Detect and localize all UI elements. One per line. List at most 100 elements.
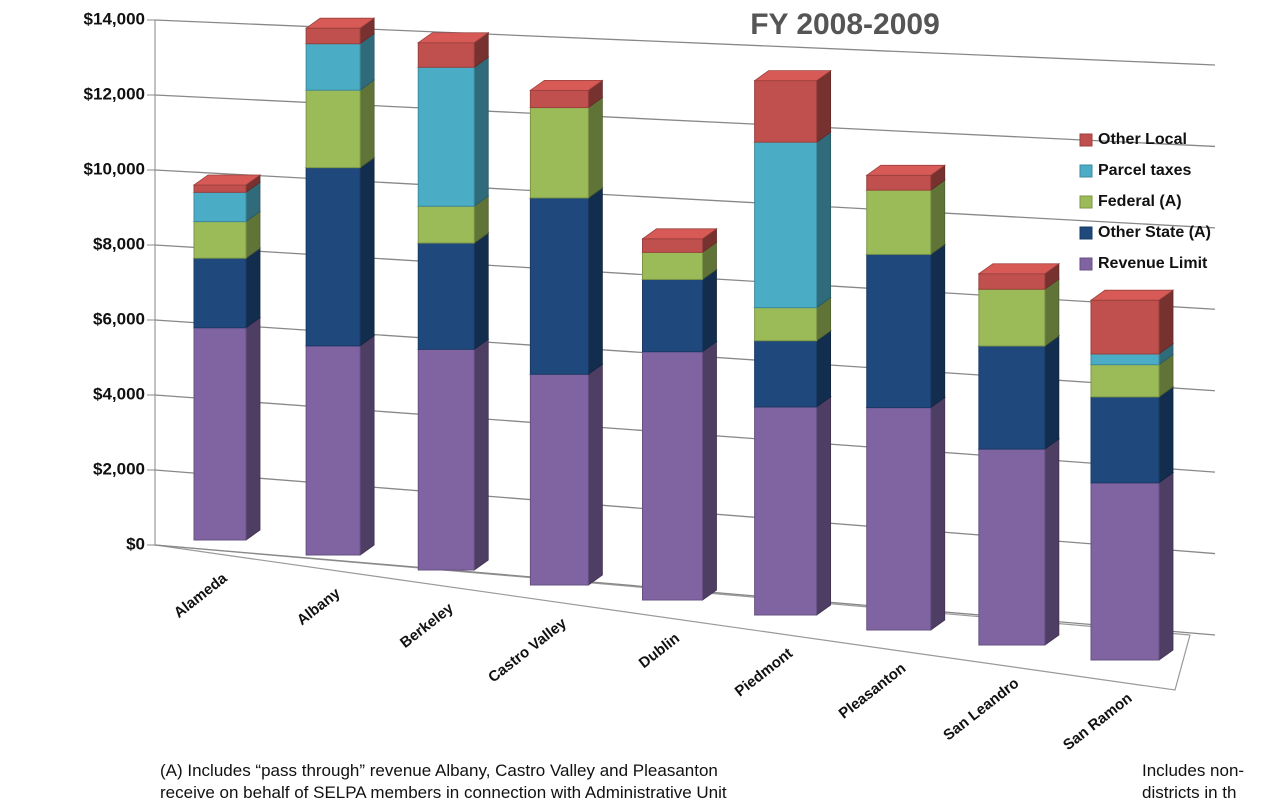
x-tick-label: Albany: [294, 584, 344, 629]
bar-side: [702, 268, 717, 353]
bar-top: [529, 79, 604, 91]
y-tick-label: $2,000: [93, 459, 145, 478]
bar-side: [359, 79, 375, 169]
y-tick-label: $10,000: [84, 159, 145, 178]
bar-side: [473, 232, 489, 351]
bar-side: [1044, 278, 1060, 347]
bar-segment: [866, 253, 932, 409]
y-tick-label: $0: [126, 534, 145, 553]
bar-segment: [529, 373, 589, 586]
chart-title: FY 2008-2009: [750, 8, 940, 41]
x-tick-label: Alameda: [171, 569, 231, 621]
bar-segment: [305, 167, 361, 347]
bar-top: [641, 228, 718, 240]
bar-segment: [1090, 396, 1160, 484]
bar-top: [753, 70, 832, 82]
bar-side: [1158, 289, 1174, 355]
bar-side: [245, 316, 261, 541]
x-tick-label: Piedmont: [732, 645, 796, 700]
bar-segment: [866, 174, 932, 191]
bar-segment: [642, 351, 703, 601]
x-tick-label: Castro Valley: [485, 614, 570, 686]
bar-segment: [193, 327, 247, 541]
bar-segment: [193, 221, 247, 259]
bar-side: [587, 187, 603, 376]
bar-side: [930, 179, 946, 256]
y-tick-label: $6,000: [93, 309, 145, 328]
bar-segment: [642, 278, 703, 353]
x-tick-label: Berkeley: [397, 599, 457, 651]
bar-top: [417, 32, 490, 44]
bar-top: [192, 174, 262, 186]
bar-segment: [193, 184, 247, 193]
bar-segment: [417, 348, 475, 571]
legend-swatch: [1079, 164, 1093, 178]
bar-side: [587, 363, 603, 586]
bar-segment: [305, 43, 361, 91]
bar-segment: [754, 141, 818, 309]
bar-segment: [305, 345, 361, 556]
footnote: Includes non-: [1142, 761, 1244, 780]
x-tick-label: San Ramon: [1060, 690, 1135, 754]
bar-segment: [642, 238, 703, 253]
bar-segment: [529, 197, 589, 375]
bar-side: [702, 340, 717, 601]
bar-side: [473, 338, 489, 571]
bar-side: [587, 96, 603, 199]
bar-segment: [417, 242, 475, 350]
bar-side: [930, 396, 946, 631]
bar-segment: [754, 340, 818, 408]
y-tick-label: $4,000: [93, 384, 145, 403]
bar-side: [359, 335, 375, 556]
bar-segment: [417, 205, 475, 244]
x-tick-label: Pleasanton: [836, 660, 910, 723]
bar-segment: [417, 42, 475, 68]
wall-frame: [154, 20, 1191, 691]
bar-side: [816, 329, 832, 408]
bar-segment: [417, 66, 475, 207]
bar-segment: [754, 307, 818, 342]
bar-side: [816, 69, 832, 143]
bar-segment: [754, 406, 818, 616]
legend-swatch: [1079, 226, 1093, 240]
bar-segment: [866, 407, 932, 631]
x-tick-label: Dublin: [636, 630, 683, 672]
bar-side: [1158, 386, 1174, 484]
bar-side: [930, 243, 946, 409]
bar-top: [304, 17, 376, 29]
bar-side: [816, 131, 832, 309]
bar-side: [1044, 438, 1060, 646]
bar-segment: [305, 27, 361, 45]
bar-top: [977, 263, 1061, 275]
bar-segment: [1090, 364, 1160, 398]
bar-segment: [978, 288, 1046, 347]
y-tick-label: $12,000: [84, 84, 145, 103]
legend-label: Revenue Limit: [1098, 255, 1208, 272]
bar-segment: [866, 189, 932, 255]
x-tick-label: San Leandro: [940, 675, 1022, 744]
bar-segment: [1090, 353, 1160, 366]
bar-side: [245, 247, 261, 329]
bar-segment: [305, 89, 361, 169]
bar-segment: [978, 345, 1046, 450]
legend-swatch: [1079, 257, 1093, 271]
bar-segment: [642, 251, 703, 280]
y-tick-label: $14,000: [84, 9, 145, 28]
legend-label: Parcel taxes: [1098, 162, 1192, 179]
bar-segment: [1090, 299, 1160, 355]
bar-segment: [193, 257, 247, 329]
legend-label: Federal (A): [1098, 193, 1182, 210]
bar-top: [1089, 289, 1175, 301]
bar-side: [359, 156, 375, 347]
legend-swatch: [1079, 133, 1093, 147]
footnote: (A) Includes “pass through” revenue Alba…: [160, 761, 718, 780]
bar-segment: [193, 191, 247, 223]
bar-segment: [754, 80, 818, 143]
bar-side: [473, 56, 489, 207]
bar-segment: [529, 89, 589, 109]
bar-segment: [1090, 482, 1160, 661]
bar-side: [816, 396, 832, 616]
bar-side: [1158, 472, 1174, 661]
bar-top: [865, 164, 946, 176]
